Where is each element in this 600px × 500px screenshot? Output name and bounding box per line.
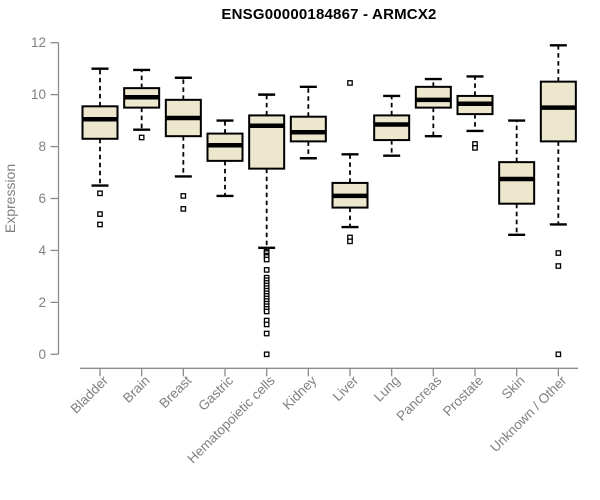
- box-liver-outlier-point: [347, 238, 353, 245]
- box-unknown-other-outlier-point: [555, 351, 562, 358]
- box-breast-outlier-point: [180, 206, 187, 212]
- x-tick-label-skin: Skin: [499, 373, 528, 402]
- x-tick-label-brain: Brain: [120, 373, 153, 406]
- x-tick-label-gastric: Gastric: [195, 373, 236, 414]
- y-tick-label: 2: [38, 295, 46, 310]
- box-breast-outlier-point: [180, 193, 187, 199]
- y-tick-label: 0: [38, 347, 46, 362]
- y-axis-title: Expression: [2, 164, 18, 233]
- box-hematopoietic-cells-outlier-point: [263, 330, 270, 337]
- box-hematopoietic-cells-outlier-point: [263, 256, 270, 263]
- box-brain-outlier-point: [138, 134, 145, 141]
- x-tick-label-breast: Breast: [156, 373, 194, 411]
- box-bladder-iqr: [81, 105, 119, 140]
- x-tick-label-bladder: Bladder: [68, 372, 112, 416]
- y-tick-label: 10: [31, 87, 46, 102]
- box-skin-iqr: [498, 161, 536, 205]
- box-kidney-iqr: [289, 115, 327, 143]
- box-pancreas-iqr: [414, 85, 452, 109]
- x-tick-label-pancreas: Pancreas: [394, 373, 445, 424]
- box-hematopoietic-cells-outlier-point: [263, 267, 270, 273]
- y-tick-label: 8: [38, 139, 46, 154]
- y-tick-label: 4: [38, 243, 46, 258]
- box-prostate-outlier-point: [472, 145, 478, 151]
- box-bladder-outlier-point: [97, 221, 103, 228]
- box-bladder-outlier-point: [97, 190, 103, 197]
- box-hematopoietic-cells-outlier-point: [263, 308, 270, 315]
- box-unknown-other-outlier-point: [555, 250, 562, 256]
- box-unknown-other-outlier-point: [555, 263, 562, 269]
- box-lung-iqr: [373, 114, 411, 142]
- x-tick-label-lung: Lung: [371, 373, 403, 405]
- x-tick-label-liver: Liver: [330, 372, 362, 404]
- x-tick-label-prostate: Prostate: [440, 373, 486, 419]
- chart-title: ENSG00000184867 - ARMCX2: [221, 6, 437, 23]
- x-tick-label-unknown-other: Unknown / Other: [487, 372, 570, 455]
- box-hematopoietic-cells-outlier-point: [263, 321, 270, 328]
- box-liver-outlier-point: [347, 80, 353, 86]
- box-hematopoietic-cells-iqr: [248, 114, 286, 170]
- box-bladder-outlier-point: [97, 211, 103, 217]
- y-tick-label: 6: [38, 191, 46, 206]
- box-hematopoietic-cells-outlier-point: [263, 351, 270, 358]
- y-tick-label: 12: [31, 35, 46, 50]
- box-unknown-other-iqr: [539, 80, 577, 143]
- x-tick-label-kidney: Kidney: [280, 373, 320, 413]
